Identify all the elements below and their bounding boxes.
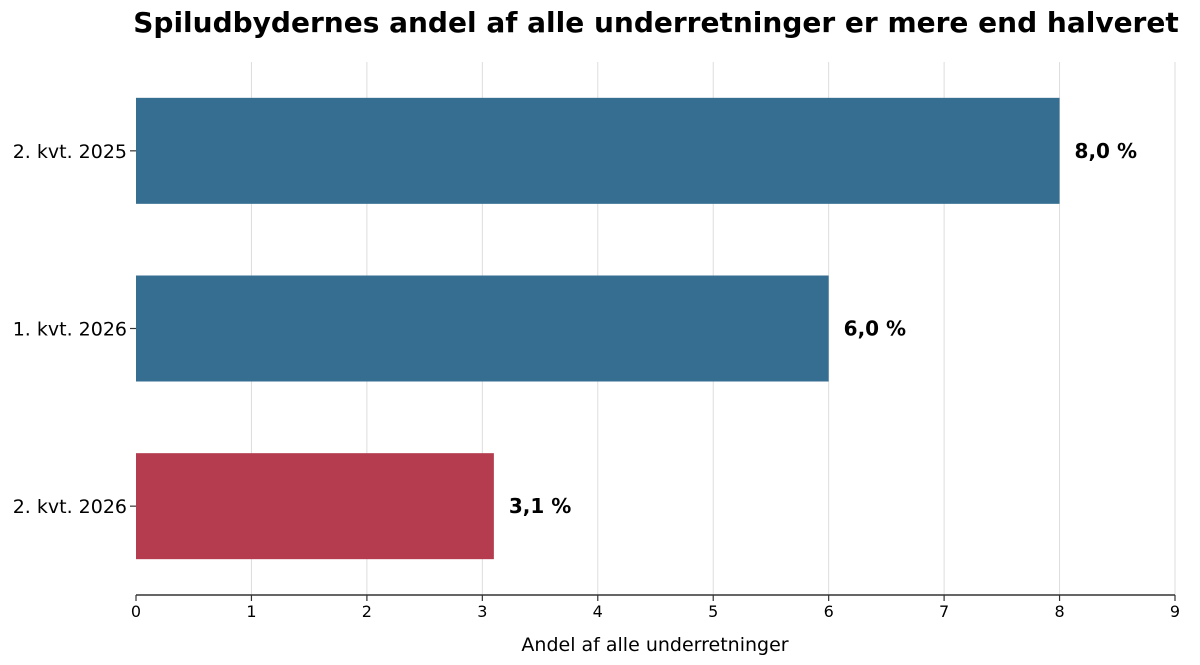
x-tick-label: 1 (246, 602, 256, 621)
bars (136, 97, 1060, 560)
x-tick-label: 9 (1170, 602, 1180, 621)
x-tick-label: 7 (939, 602, 949, 621)
x-tick-label: 5 (708, 602, 718, 621)
data-label: 3,1 % (509, 494, 571, 518)
labels: 2. kvt. 2025 8,0 % 1. kvt. 2026 6,0 % 2. kvt… (13, 139, 1137, 518)
x-tick-label: 6 (824, 602, 834, 621)
bar (136, 97, 1060, 204)
x-tick-label: 2 (362, 602, 372, 621)
bar (136, 453, 494, 560)
x-tick-label: 8 (1054, 602, 1064, 621)
x-tick-label: 4 (593, 602, 603, 621)
data-label: 6,0 % (844, 317, 906, 341)
data-label: 8,0 % (1075, 139, 1137, 163)
category-label: 2. kvt. 2025 (13, 141, 127, 163)
x-tick-label: 3 (477, 602, 487, 621)
chart-title: Spiludbydernes andel af alle underretnin… (133, 6, 1179, 39)
category-label: 2. kvt. 2026 (13, 496, 127, 518)
x-axis-title: Andel af alle underretninger (521, 634, 788, 656)
category-label: 1. kvt. 2026 (13, 319, 127, 341)
bar (136, 275, 829, 382)
x-axis: 0 1 2 3 4 5 6 7 8 9 (130, 150, 1180, 621)
x-tick-label: 0 (131, 602, 141, 621)
